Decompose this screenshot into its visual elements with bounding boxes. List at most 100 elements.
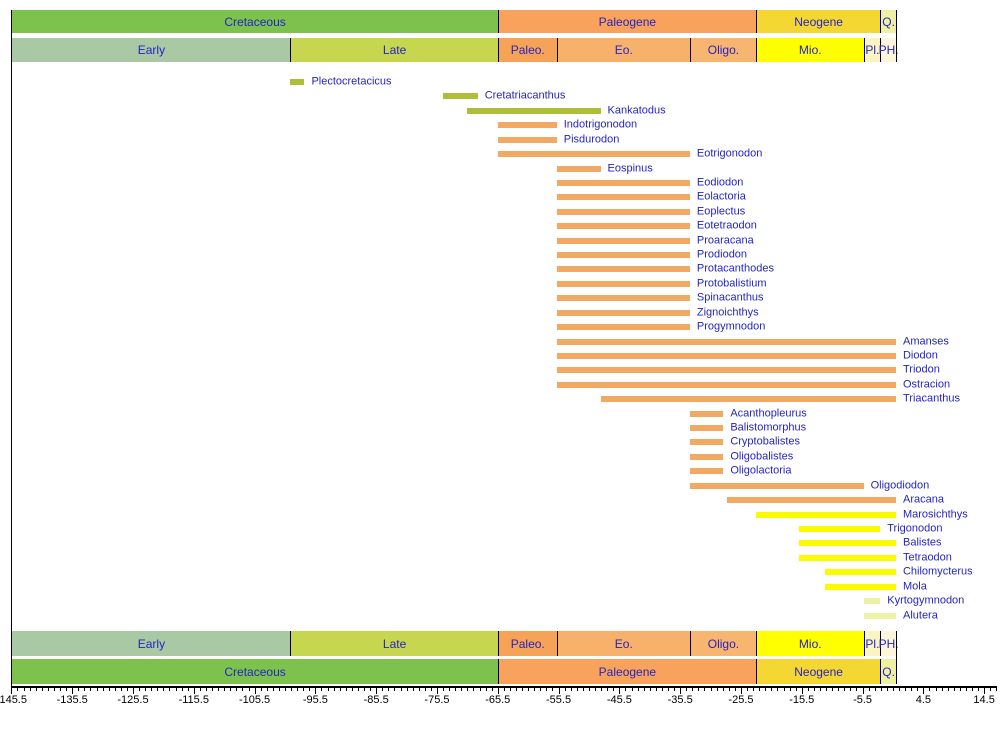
axis-minor-tick bbox=[783, 688, 785, 691]
axis-minor-tick bbox=[655, 688, 657, 691]
axis-minor-tick bbox=[607, 688, 609, 691]
taxon-range-bar bbox=[798, 525, 881, 532]
taxon-range-bar bbox=[556, 208, 690, 215]
axis-minor-tick bbox=[570, 688, 572, 691]
taxon-range-bar bbox=[556, 367, 896, 374]
axis-minor-tick bbox=[874, 688, 876, 691]
axis-minor-tick bbox=[753, 688, 755, 691]
taxon-label: Eoplectus bbox=[696, 205, 746, 218]
axis-minor-tick bbox=[491, 688, 493, 691]
period-label: Paleogene bbox=[598, 14, 657, 29]
axis-minor-tick bbox=[430, 688, 432, 691]
axis-minor-tick bbox=[765, 688, 767, 691]
axis-minor-tick bbox=[266, 688, 268, 691]
taxon-label: Eospinus bbox=[607, 162, 653, 174]
taxon-label: Mola bbox=[902, 580, 927, 593]
axis-minor-tick bbox=[838, 688, 840, 691]
axis-minor-tick bbox=[382, 688, 384, 691]
axis-minor-tick bbox=[747, 688, 749, 691]
period-label: Neogene bbox=[794, 664, 843, 679]
taxon-label: Kyrtogymnodon bbox=[887, 594, 965, 607]
taxon-label: Eotetraodon bbox=[696, 219, 757, 232]
taxon-label: Acanthopleurus bbox=[730, 407, 807, 420]
axis-minor-tick bbox=[479, 688, 481, 691]
axis-minor-tick bbox=[978, 688, 980, 691]
axis-minor-tick bbox=[181, 688, 183, 691]
epoch-block: Late bbox=[290, 631, 498, 656]
taxon-range-bar bbox=[726, 497, 896, 504]
axis-minor-tick bbox=[23, 688, 25, 691]
taxon-range-bar bbox=[556, 352, 896, 359]
taxon-label: Triacanthus bbox=[902, 392, 961, 405]
epoch-block: Early bbox=[11, 38, 291, 62]
axis-minor-tick bbox=[388, 688, 390, 691]
axis-minor-tick bbox=[692, 688, 694, 691]
period-label: Q. bbox=[882, 14, 895, 29]
axis-minor-tick bbox=[53, 688, 55, 691]
axis-minor-tick bbox=[151, 688, 153, 691]
taxon-range-bar bbox=[798, 554, 896, 561]
frame-line-right-top bbox=[895, 10, 897, 62]
period-block: Cretaceous bbox=[11, 659, 498, 684]
axis-tick-label: -85.5 bbox=[363, 694, 389, 706]
axis-minor-tick bbox=[576, 688, 578, 691]
axis-minor-tick bbox=[35, 688, 37, 691]
taxon-range-bar bbox=[798, 540, 896, 547]
taxon-range-bar bbox=[556, 165, 601, 172]
axis-major-tick bbox=[11, 688, 13, 694]
axis-minor-tick bbox=[284, 688, 286, 691]
axis-minor-tick bbox=[29, 688, 31, 691]
axis-minor-tick bbox=[631, 688, 633, 691]
epoch-block: Oligo. bbox=[689, 631, 756, 656]
axis-minor-tick bbox=[698, 688, 700, 691]
epoch-block: Paleo. bbox=[497, 631, 557, 656]
period-block: Q. bbox=[880, 10, 896, 33]
epoch-label: Eo. bbox=[614, 43, 633, 57]
taxon-label: Proaracana bbox=[696, 234, 754, 247]
axis-minor-tick bbox=[759, 688, 761, 691]
axis-minor-tick bbox=[911, 688, 913, 691]
axis-minor-tick bbox=[333, 688, 335, 691]
axis-minor-tick bbox=[139, 688, 141, 691]
axis-minor-tick bbox=[947, 688, 949, 691]
epoch-label: Eo. bbox=[614, 636, 633, 651]
axis-minor-tick bbox=[364, 688, 366, 691]
taxon-range-bar bbox=[556, 252, 690, 259]
axis-minor-tick bbox=[473, 688, 475, 691]
taxon-range-bar bbox=[556, 309, 690, 316]
axis-minor-tick bbox=[844, 688, 846, 691]
epoch-label: PH. bbox=[878, 43, 899, 57]
epochs-band-bottom: Early Late Paleo. Eo. Oligo. Mio. Pl. PH. bbox=[0, 631, 1000, 656]
axis-minor-tick bbox=[953, 688, 955, 691]
axis-tick-label: -95.5 bbox=[302, 694, 328, 706]
epoch-label: Paleo. bbox=[510, 43, 545, 57]
taxon-range-bar bbox=[556, 266, 690, 273]
axis-minor-tick bbox=[169, 688, 171, 691]
axis-minor-tick bbox=[959, 688, 961, 691]
axis-major-tick bbox=[193, 688, 195, 694]
taxon-range-bar bbox=[497, 122, 557, 129]
epoch-label: Oligo. bbox=[707, 636, 740, 651]
axis-minor-tick bbox=[345, 688, 347, 691]
axis-minor-tick bbox=[412, 688, 414, 691]
taxon-range-bar bbox=[863, 612, 896, 619]
taxon-range-bar bbox=[556, 280, 690, 287]
epoch-block: PH. bbox=[878, 38, 899, 62]
axis-minor-tick bbox=[941, 688, 943, 691]
epoch-label: Late bbox=[382, 43, 407, 57]
axis-minor-tick bbox=[461, 688, 463, 691]
axis-minor-tick bbox=[60, 688, 62, 691]
axis-minor-tick bbox=[892, 688, 894, 691]
frame-line-right-bottom bbox=[895, 631, 897, 684]
axis-major-tick bbox=[862, 688, 864, 694]
taxon-label: Trigonodon bbox=[887, 522, 943, 535]
axis-minor-tick bbox=[710, 688, 712, 691]
axis-minor-tick bbox=[917, 688, 919, 691]
axis-line bbox=[11, 686, 997, 688]
taxon-range-bar bbox=[556, 237, 690, 244]
axis-minor-tick bbox=[886, 688, 888, 691]
axis-minor-tick bbox=[516, 688, 517, 691]
taxon-range-bar bbox=[443, 93, 478, 100]
axis-minor-tick bbox=[309, 688, 311, 691]
axis-major-tick bbox=[801, 688, 803, 694]
